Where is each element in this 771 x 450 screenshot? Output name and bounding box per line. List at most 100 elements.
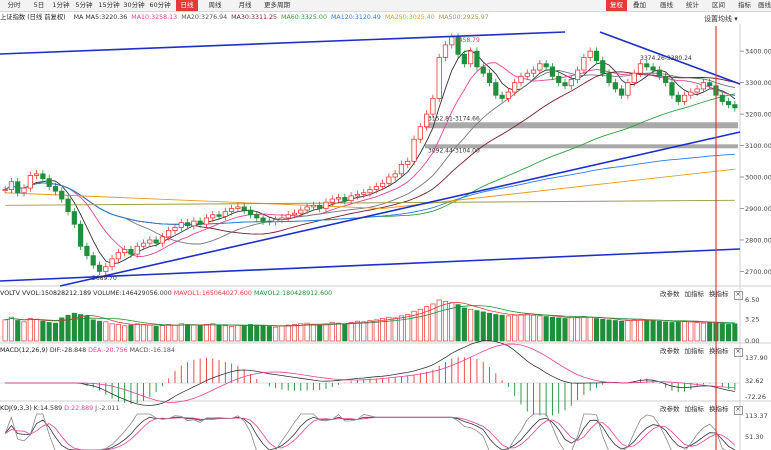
candle-body xyxy=(512,82,518,93)
period-tab-0[interactable]: 分时 xyxy=(7,1,21,9)
candle-body xyxy=(78,223,84,247)
macd-change-params[interactable]: 改参数 xyxy=(660,347,680,355)
candle-body xyxy=(342,197,348,202)
candle-body xyxy=(222,211,228,217)
kdj-add-indicator[interactable]: 加指标 xyxy=(684,405,705,413)
volume-bar xyxy=(732,323,738,342)
kdj-switch-indicator[interactable]: 换指标 xyxy=(709,405,729,413)
candle-body xyxy=(65,198,71,213)
tool-button-3[interactable]: 统计 xyxy=(686,1,699,9)
volume-tick-label: 0.00 xyxy=(745,337,759,345)
kdj-header: KDJ(9,3,3) K:14.589 D:22.889 J:-2.011 xyxy=(0,404,119,414)
volume-add-indicator[interactable]: 加指标 xyxy=(684,290,705,298)
volume-change-params[interactable]: 改参数 xyxy=(660,290,680,298)
volume-bar xyxy=(637,318,644,342)
volume-bar xyxy=(317,324,323,342)
candle-body xyxy=(317,204,323,209)
price-tick-label: 2900.00 xyxy=(745,205,771,213)
period-tab-8[interactable]: 周线 xyxy=(208,1,222,9)
candle-body xyxy=(197,220,203,225)
period-tab-3[interactable]: 5分钟 xyxy=(75,1,93,9)
annotation-band2: 3092.44-3104.00 xyxy=(428,147,480,154)
candle-body xyxy=(335,197,342,200)
period-tab-9[interactable]: 月线 xyxy=(238,1,252,9)
volume-bar xyxy=(273,326,279,342)
ma-legend-item: MA30:3311.25 xyxy=(231,14,278,21)
volume-bar xyxy=(549,316,555,342)
candle-body xyxy=(619,88,625,96)
volume-switch-indicator[interactable]: 换指标 xyxy=(709,290,729,298)
volume-bar xyxy=(499,314,505,342)
tool-button-6[interactable]: 画线 xyxy=(758,1,771,9)
ma20-line xyxy=(4,69,735,245)
volume-bar xyxy=(380,318,386,342)
period-tab-5[interactable]: 30分钟 xyxy=(123,1,145,9)
candle-body xyxy=(140,242,147,247)
period-tab-7[interactable]: 日线 xyxy=(176,0,198,11)
kdj-close-icon[interactable]: × xyxy=(733,406,743,415)
candle-body xyxy=(593,50,600,62)
macd-switch-indicator[interactable]: 换指标 xyxy=(709,347,729,355)
tool-button-1[interactable]: 叠加 xyxy=(633,1,646,9)
candle-body xyxy=(468,50,474,65)
macd-add-indicator[interactable]: 加指标 xyxy=(684,347,705,355)
tool-button-4[interactable]: 区间 xyxy=(712,1,725,9)
volume-bar xyxy=(266,326,272,342)
candle-body xyxy=(59,190,65,200)
volume-bar xyxy=(291,324,298,342)
volume-bar xyxy=(323,323,329,342)
macd-close-icon[interactable]: × xyxy=(733,348,743,357)
period-tab-1[interactable]: 5日 xyxy=(33,1,45,9)
period-tab-6[interactable]: 60分钟 xyxy=(149,1,171,9)
volume-bar xyxy=(486,312,493,342)
candle-body xyxy=(455,36,461,55)
candle-body xyxy=(417,126,423,140)
annotation-low: 2689.70 xyxy=(92,275,117,282)
candle-body xyxy=(216,214,222,217)
candle-body xyxy=(644,63,650,68)
candle-body xyxy=(732,104,738,109)
period-tab-2[interactable]: 1分钟 xyxy=(52,1,70,9)
volume-bar xyxy=(405,314,411,342)
candle-body xyxy=(109,258,115,268)
volume-close-icon[interactable]: × xyxy=(733,291,743,300)
candle-body xyxy=(304,206,310,211)
period-tab-10[interactable]: 更多周期 xyxy=(264,1,290,9)
ma-settings-button[interactable]: 设置均线 ▾ xyxy=(704,15,738,23)
volume-bar xyxy=(455,304,461,342)
ma5-line xyxy=(4,49,736,264)
tool-button-5[interactable]: 指标 xyxy=(738,1,751,9)
volume-bar xyxy=(247,324,254,342)
volume-bar xyxy=(8,316,14,342)
trendline-rising-support xyxy=(59,131,741,287)
volume-bar xyxy=(537,315,543,342)
volume-bar xyxy=(172,324,178,342)
kdj-k-line xyxy=(4,416,736,450)
mavol2-value: MAVOL2:180428912.600 xyxy=(253,290,333,297)
volume-bar xyxy=(631,319,637,342)
volume-tick-label: 6.50 xyxy=(745,296,759,304)
volume-bar xyxy=(235,324,241,342)
candle-body xyxy=(40,173,46,179)
tool-button-2[interactable]: 画线 xyxy=(660,1,673,9)
candle-body xyxy=(574,69,581,80)
ma30-line xyxy=(4,71,735,235)
volume-bar xyxy=(185,324,191,342)
candle-body xyxy=(241,206,247,211)
tool-button-0[interactable]: 复权 xyxy=(606,0,627,11)
ma-legend-item: MA120:3120.49 xyxy=(330,14,381,21)
volume-bar xyxy=(40,320,46,342)
volume-bar xyxy=(65,314,71,342)
volume-bar xyxy=(587,316,593,342)
volume-bar xyxy=(417,308,423,342)
candle-body xyxy=(96,264,103,272)
volume-bar xyxy=(474,310,480,342)
volume-bar xyxy=(361,321,367,342)
support-band-1 xyxy=(425,122,738,129)
candle-body xyxy=(398,164,405,175)
period-tab-4[interactable]: 15分钟 xyxy=(98,1,120,9)
kdj-change-params[interactable]: 改参数 xyxy=(660,405,680,413)
candle-body xyxy=(543,63,549,68)
volume-bar xyxy=(518,314,524,342)
candle-body xyxy=(266,220,272,223)
